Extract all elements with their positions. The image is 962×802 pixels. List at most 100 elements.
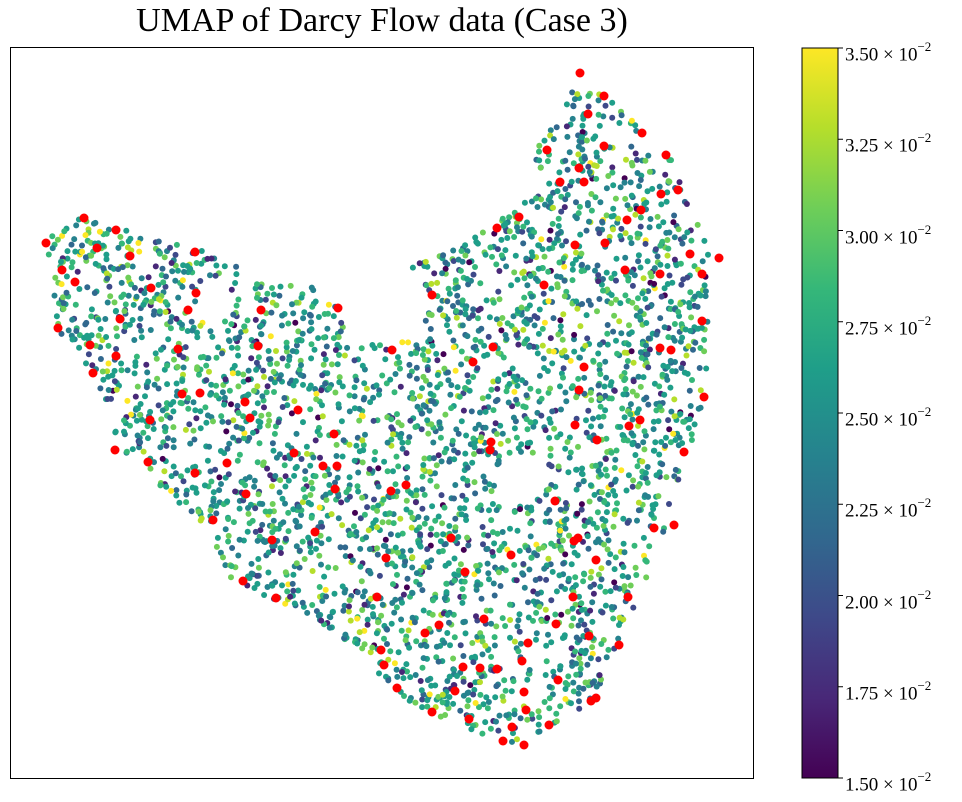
highlighted-point: [475, 663, 485, 673]
highlighted-point: [387, 345, 397, 355]
data-point: [667, 357, 674, 364]
data-point: [491, 482, 497, 489]
data-point: [623, 487, 630, 494]
data-point: [642, 240, 649, 247]
data-point: [221, 394, 228, 401]
data-point: [516, 628, 523, 635]
data-point: [460, 593, 467, 600]
data-point: [511, 269, 518, 276]
data-point: [433, 654, 440, 661]
data-point: [167, 414, 174, 421]
data-point: [257, 527, 264, 534]
data-point: [481, 352, 488, 359]
data-point: [259, 521, 266, 528]
data-point: [231, 362, 238, 369]
data-point: [604, 472, 610, 479]
data-point: [502, 247, 509, 254]
data-point: [338, 499, 345, 506]
data-point: [192, 298, 199, 305]
data-point: [610, 615, 617, 622]
data-point: [600, 413, 607, 420]
data-point: [453, 426, 460, 433]
data-point: [547, 127, 554, 134]
data-point: [452, 277, 459, 284]
data-point: [549, 360, 556, 367]
data-point: [678, 321, 685, 328]
data-point: [608, 481, 615, 488]
data-point: [145, 274, 152, 281]
data-point: [322, 586, 329, 593]
data-point: [644, 188, 651, 195]
data-point: [595, 571, 602, 578]
data-point: [345, 486, 352, 493]
data-point: [394, 488, 401, 495]
data-point: [364, 621, 371, 628]
data-point: [161, 468, 168, 475]
data-point: [222, 318, 228, 325]
data-point: [592, 194, 599, 201]
data-point: [59, 232, 66, 239]
data-point: [330, 313, 337, 320]
data-point: [645, 288, 652, 295]
data-point: [112, 308, 119, 315]
data-point: [179, 277, 186, 284]
data-point: [595, 272, 602, 279]
data-point: [511, 508, 518, 515]
data-point: [446, 458, 453, 465]
data-point: [450, 258, 457, 264]
data-point: [580, 478, 587, 485]
data-point: [390, 431, 397, 438]
highlighted-point: [517, 656, 527, 666]
data-point: [282, 600, 289, 607]
data-point: [484, 545, 491, 552]
highlighted-point: [401, 480, 411, 490]
highlighted-point: [376, 645, 386, 655]
data-point: [419, 385, 425, 392]
data-point: [548, 540, 555, 547]
data-point: [290, 310, 297, 317]
data-point: [546, 695, 553, 702]
data-point: [321, 573, 328, 580]
data-point: [506, 370, 513, 377]
data-point: [593, 683, 600, 690]
highlighted-point: [544, 720, 554, 730]
data-point: [663, 474, 670, 481]
data-point: [701, 336, 708, 343]
data-point: [576, 203, 583, 210]
data-point: [128, 281, 135, 288]
data-point: [214, 534, 221, 541]
data-point: [472, 679, 479, 686]
highlighted-point: [256, 305, 266, 315]
data-point: [627, 582, 634, 589]
highlighted-point: [506, 550, 516, 560]
data-point: [415, 514, 422, 520]
data-point: [311, 346, 318, 353]
data-point: [684, 274, 691, 281]
data-point: [452, 367, 459, 374]
data-point: [162, 299, 169, 306]
data-point: [596, 361, 603, 368]
data-point: [177, 399, 184, 406]
data-point: [143, 361, 150, 368]
data-point: [292, 319, 299, 326]
data-point: [602, 456, 609, 462]
data-point: [424, 546, 431, 553]
data-point: [462, 450, 469, 457]
data-point: [666, 426, 673, 433]
data-point: [577, 323, 584, 330]
data-point: [264, 584, 271, 590]
data-point: [74, 268, 81, 275]
data-point: [637, 223, 644, 230]
data-point: [625, 574, 632, 581]
data-point: [542, 672, 549, 678]
data-point: [356, 417, 363, 424]
data-point: [51, 292, 58, 299]
data-point: [157, 482, 164, 489]
data-point: [695, 405, 702, 412]
data-point: [319, 523, 326, 530]
data-point: [565, 575, 572, 582]
data-point: [113, 346, 120, 352]
highlighted-point: [507, 722, 517, 732]
data-point: [661, 391, 668, 398]
data-point: [538, 618, 545, 624]
